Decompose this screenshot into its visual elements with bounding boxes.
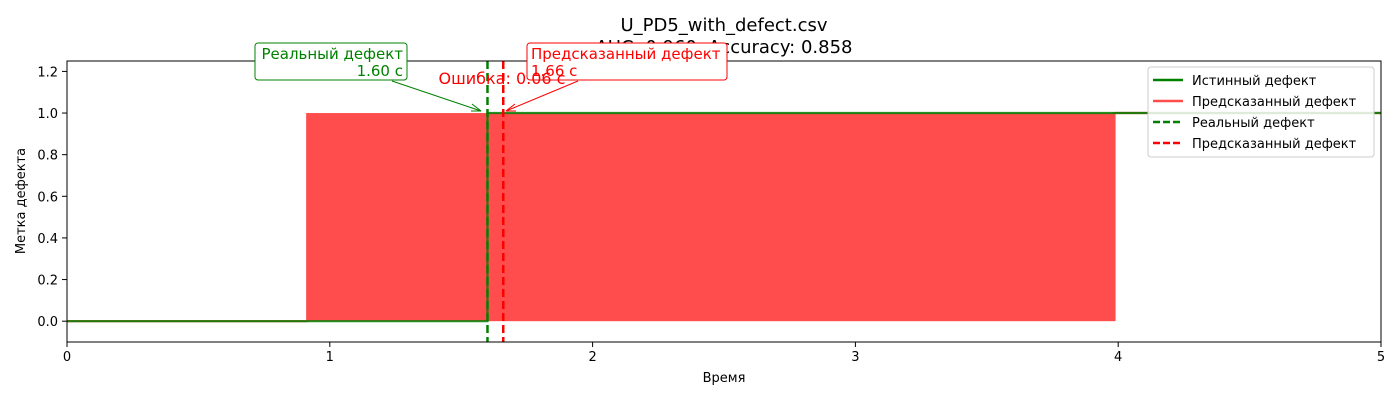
y-tick-label: 0.0 [37, 315, 58, 330]
annotation-real-arrowhead [471, 103, 482, 112]
legend-label-1: Предсказанный дефект [1192, 95, 1357, 110]
annotations: Реальный дефект 1.60 с Предсказанный деф… [254, 42, 728, 112]
x-axis: 0 1 2 3 4 5 [63, 342, 1385, 365]
y-tick-label: 0.8 [37, 149, 58, 164]
y-tick-label: 0.4 [37, 232, 58, 247]
legend-label-0: Истинный дефект [1192, 74, 1317, 89]
annotation-error: Ошибка: 0.06 с [439, 69, 566, 88]
legend-label-3: Предсказанный дефект [1192, 137, 1357, 152]
plot-area [67, 61, 1381, 342]
annotation-pred-box [526, 42, 728, 81]
annotation-real-box [254, 42, 408, 81]
x-tick-label: 0 [63, 350, 71, 365]
y-tick-label: 0.2 [37, 274, 58, 289]
x-tick-label: 5 [1377, 350, 1385, 365]
x-tick-label: 1 [326, 350, 334, 365]
annotation-pred-line2: 1.66 с [531, 62, 577, 80]
chart-title: U_PD5_with_defect.csv [620, 15, 827, 36]
annotation-real-arrow [391, 80, 482, 112]
y-axis: 0.0 0.2 0.4 0.6 0.8 1.0 1.2 [37, 65, 67, 330]
y-tick-label: 1.0 [37, 107, 58, 122]
y-axis-label: Метка дефекта [14, 148, 29, 254]
annotation-pred-line1: Предсказанный дефект [531, 45, 721, 63]
y-tick-label: 0.6 [37, 190, 58, 205]
y-tick-label: 1.2 [37, 65, 58, 80]
x-tick-label: 2 [588, 350, 596, 365]
annotation-pred-arrowhead [505, 103, 516, 112]
x-tick-label: 4 [1114, 350, 1122, 365]
x-axis-label: Время [703, 371, 746, 386]
legend-box [1147, 66, 1375, 158]
legend-label-2: Реальный дефект [1192, 116, 1315, 131]
annotation-real-line2: 1.60 с [357, 62, 403, 80]
legend: Истинный дефект Предсказанный дефект Реаль… [1147, 66, 1375, 158]
annotation-real-line1: Реальный дефект [261, 45, 403, 63]
x-tick-label: 3 [851, 350, 859, 365]
annotation-pred-arrow [505, 80, 579, 112]
